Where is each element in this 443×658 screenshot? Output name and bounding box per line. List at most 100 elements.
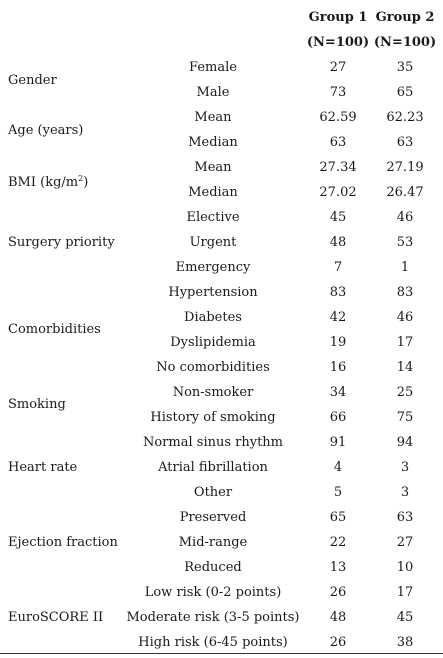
table-bottom-rule xyxy=(0,653,443,654)
row-sublabel: Reduced xyxy=(184,560,242,575)
row-sublabel: Mean xyxy=(194,110,232,125)
group2-n: (N=100) xyxy=(373,35,437,50)
group2-value: 53 xyxy=(396,235,414,250)
category-label-text: Ejection fraction xyxy=(8,535,118,550)
group2-value: 38 xyxy=(396,635,414,650)
row-sublabel: Moderate risk (3-5 points) xyxy=(126,610,300,625)
group2-value: 63 xyxy=(396,135,414,150)
category-label-priority: Surgery priority xyxy=(8,230,115,255)
row-sublabel: Hypertension xyxy=(168,285,258,300)
row-sublabel: Male xyxy=(196,85,230,100)
category-label-gender: Gender xyxy=(8,68,57,93)
category-label-superscript: 2 xyxy=(78,174,84,183)
category-label-bmi: BMI (kg/m2) xyxy=(8,170,88,195)
category-label-ef: Ejection fraction xyxy=(8,530,118,555)
category-label-text: Surgery priority xyxy=(8,235,115,250)
group1-value: 48 xyxy=(329,610,347,625)
group2-value: 46 xyxy=(396,210,414,225)
table-row: Atrial fibrillation 4 3 xyxy=(0,455,443,480)
row-sublabel: Mean xyxy=(194,160,232,175)
group1-value: 48 xyxy=(329,235,347,250)
category-label-suffix: ) xyxy=(83,175,89,190)
group2-value: 35 xyxy=(396,60,414,75)
category-label-hr: Heart rate xyxy=(8,455,77,480)
group1-value: 27.34 xyxy=(319,160,357,175)
header-row-groups: Group 1 Group 2 xyxy=(0,5,443,30)
group2-value: 25 xyxy=(396,385,414,400)
group2-value: 83 xyxy=(396,285,414,300)
category-label-comorb: Comorbidities xyxy=(8,317,101,342)
group1-value: 27.02 xyxy=(319,185,357,200)
row-sublabel: Dyslipidemia xyxy=(170,335,256,350)
group2-value: 45 xyxy=(396,610,414,625)
group2-value: 3 xyxy=(400,485,410,500)
group1-value: 26 xyxy=(329,585,347,600)
group2-value: 94 xyxy=(396,435,414,450)
table-row: Moderate risk (3-5 points) 48 45 xyxy=(0,605,443,630)
group1-value: 7 xyxy=(333,260,343,275)
category-label-euro: EuroSCORE II xyxy=(8,605,103,630)
row-sublabel: Elective xyxy=(186,210,240,225)
group1-value: 22 xyxy=(329,535,347,550)
category-label-smoking: Smoking xyxy=(8,392,66,417)
table-row: Normal sinus rhythm 91 94 xyxy=(0,430,443,455)
category-label-text: EuroSCORE II xyxy=(8,610,104,625)
table-row: No comorbidities 16 14 xyxy=(0,355,443,380)
table-row: Diabetes 42 46 xyxy=(0,305,443,330)
table-row: Mean 62.59 62.23 xyxy=(0,105,443,130)
row-sublabel: Non-smoker xyxy=(172,385,254,400)
table-row: Mean 27.34 27.19 xyxy=(0,155,443,180)
group2-value: 63 xyxy=(396,510,414,525)
group1-value: 13 xyxy=(329,560,347,575)
table-row: Non-smoker 34 25 xyxy=(0,380,443,405)
group1-value: 45 xyxy=(329,210,347,225)
row-sublabel: Other xyxy=(193,485,233,500)
group1-n: (N=100) xyxy=(306,35,370,50)
group1-value: 4 xyxy=(333,460,343,475)
table-row: Low risk (0-2 points) 26 17 xyxy=(0,580,443,605)
group1-value: 63 xyxy=(329,135,347,150)
category-label-text: Age (years) xyxy=(8,123,84,138)
group1-value: 91 xyxy=(329,435,347,450)
group1-header: Group 1 xyxy=(308,10,368,25)
row-sublabel: Urgent xyxy=(189,235,237,250)
table-row: Median 63 63 xyxy=(0,130,443,155)
row-sublabel: Emergency xyxy=(175,260,251,275)
header-row-n: (N=100) (N=100) xyxy=(0,30,443,55)
group1-value: 62.59 xyxy=(319,110,357,125)
row-sublabel: Low risk (0-2 points) xyxy=(144,585,282,600)
table-row: Preserved 65 63 xyxy=(0,505,443,530)
group1-value: 66 xyxy=(329,410,347,425)
category-label-text: Comorbidities xyxy=(8,322,101,337)
table-row: Emergency 7 1 xyxy=(0,255,443,280)
group1-value: 26 xyxy=(329,635,347,650)
row-sublabel: Female xyxy=(189,60,237,75)
group2-value: 26.47 xyxy=(386,185,424,200)
group2-value: 17 xyxy=(396,585,414,600)
group2-value: 14 xyxy=(396,360,414,375)
group2-header: Group 2 xyxy=(375,10,435,25)
row-sublabel: No comorbidities xyxy=(156,360,270,375)
row-sublabel: Median xyxy=(188,135,238,150)
table-row: History of smoking 66 75 xyxy=(0,405,443,430)
group1-value: 5 xyxy=(333,485,343,500)
category-label-text: Gender xyxy=(8,73,57,88)
group2-value: 3 xyxy=(400,460,410,475)
table-row: Mid-range 22 27 xyxy=(0,530,443,555)
table-row: Female 27 35 xyxy=(0,55,443,80)
group2-value: 46 xyxy=(396,310,414,325)
group2-value: 27.19 xyxy=(386,160,424,175)
row-sublabel: Preserved xyxy=(179,510,247,525)
group2-value: 1 xyxy=(400,260,410,275)
group1-value: 27 xyxy=(329,60,347,75)
row-sublabel: Diabetes xyxy=(184,310,242,325)
table-row: Urgent 48 53 xyxy=(0,230,443,255)
table-row: High risk (6-45 points) 26 38 xyxy=(0,630,443,655)
group1-value: 34 xyxy=(329,385,347,400)
group1-value: 73 xyxy=(329,85,347,100)
group1-value: 65 xyxy=(329,510,347,525)
group1-value: 42 xyxy=(329,310,347,325)
group2-value: 17 xyxy=(396,335,414,350)
row-sublabel: Median xyxy=(188,185,238,200)
